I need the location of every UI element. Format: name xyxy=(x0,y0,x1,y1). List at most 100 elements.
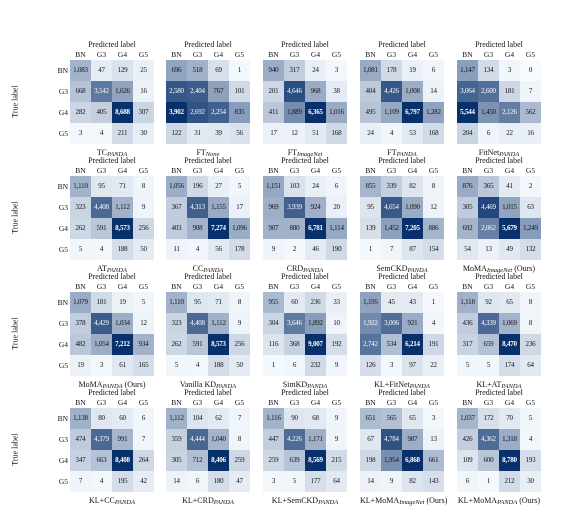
col-label-g5: G5 xyxy=(525,50,536,59)
matrix-cell: 1 xyxy=(229,60,250,81)
matrix-cell: 282 xyxy=(70,102,91,123)
matrix-cell: 7 xyxy=(520,81,541,102)
matrix-cell: 14 xyxy=(360,471,381,492)
matrix-cell: 1,083 xyxy=(70,60,91,81)
matrix-cell: 56 xyxy=(208,239,229,260)
matrix-cell: 482 xyxy=(70,334,91,355)
row-label-bn: BN xyxy=(57,414,68,423)
matrix-cell: 659 xyxy=(478,334,499,355)
matrix-cell: 39 xyxy=(208,123,229,144)
matrix-cell: 64 xyxy=(326,471,347,492)
col-label-g5: G5 xyxy=(331,166,342,175)
matrix-cell: 404 xyxy=(360,81,381,102)
matrix-cell: 6,797 xyxy=(402,102,423,123)
matrix-cell: 62 xyxy=(208,408,229,429)
panel-caption: KL+CCPANDA xyxy=(70,496,154,508)
matrix-cell: 45 xyxy=(381,292,402,313)
caption-method: SimKD xyxy=(282,380,308,389)
matrix-grid: 1,079 181 19 5 378 4,429 1,034 12 482 1,054 7,212 9… xyxy=(70,292,154,376)
matrix-cell: 1,079 xyxy=(70,292,91,313)
row-label-g3: G3 xyxy=(58,203,68,212)
matrix-cell: 6 xyxy=(423,60,444,81)
panel-caption: CRDPANDA xyxy=(263,264,347,276)
caption-dataset: PANDA xyxy=(107,151,128,158)
col-label-g4: G4 xyxy=(504,166,515,175)
matrix-cell: 43 xyxy=(402,292,423,313)
matrix-cell: 46 xyxy=(305,239,326,260)
matrix-cell: 304 xyxy=(263,313,284,334)
caption-method: AT xyxy=(97,264,107,273)
caption-dataset: PANDA xyxy=(102,383,123,390)
predicted-label-title: Predicted label xyxy=(88,156,136,165)
matrix-cell: 264 xyxy=(133,450,154,471)
matrix-cell: 2,580 xyxy=(166,81,187,102)
matrix-cell: 4,313 xyxy=(187,197,208,218)
col-label-bn: BN xyxy=(75,166,86,175)
matrix-cell: 474 xyxy=(70,429,91,450)
col-label-g5: G5 xyxy=(428,166,439,175)
predicted-label-title: Predicted label xyxy=(281,272,329,281)
matrix-cell: 188 xyxy=(112,239,133,260)
predicted-label-title: Predicted label xyxy=(88,388,136,397)
matrix-cell: 82 xyxy=(402,471,423,492)
col-label-g4: G4 xyxy=(213,398,224,407)
matrix-cell: 139 xyxy=(360,218,381,239)
col-label-g4: G4 xyxy=(504,398,515,407)
panel-caption: MoMAPANDA (Ours) xyxy=(70,380,154,392)
col-label-g3: G3 xyxy=(96,398,107,407)
predicted-label-title: Predicted label xyxy=(378,272,426,281)
matrix-cell: 1,040 xyxy=(208,429,229,450)
matrix-cell: 11 xyxy=(166,239,187,260)
predicted-label-title: Predicted label xyxy=(184,272,232,281)
matrix-cell: 323 xyxy=(166,313,187,334)
caption-method: FT xyxy=(196,148,206,157)
col-label-g3: G3 xyxy=(192,50,203,59)
caption-dataset: ImageNet xyxy=(399,499,425,506)
matrix-cell: 178 xyxy=(381,60,402,81)
matrix-cell: 17 xyxy=(263,123,284,144)
caption-dataset: PANDA xyxy=(216,383,237,390)
matrix-cell: 347 xyxy=(70,450,91,471)
matrix-cell: 378 xyxy=(70,313,91,334)
matrix-cell: 403 xyxy=(166,218,187,239)
matrix-cell: 6,781 xyxy=(305,218,326,239)
matrix-cell: 14 xyxy=(423,81,444,102)
matrix-cell: 1,096 xyxy=(229,218,250,239)
matrix-cell: 24 xyxy=(360,123,381,144)
matrix-cell: 97 xyxy=(402,355,423,376)
matrix-cell: 71 xyxy=(112,176,133,197)
caption-dataset: PANDA xyxy=(409,383,430,390)
matrix-cell: 168 xyxy=(423,123,444,144)
col-label-g5: G5 xyxy=(428,50,439,59)
matrix-cell: 4,646 xyxy=(284,81,305,102)
confusion-matrix-17: Predicted label BN G3 G4 G5 1,112 104 62 7 359 4,4… xyxy=(146,388,254,510)
row-label-g4: G4 xyxy=(58,108,68,117)
matrix-grid: 1,112 104 62 7 359 4,444 1,040 8 305 712 8,406 259 1… xyxy=(166,408,250,492)
caption-dataset: PANDA xyxy=(213,499,234,506)
matrix-cell: 1,892 xyxy=(305,313,326,334)
matrix-cell: 4,654 xyxy=(381,197,402,218)
row-label-bn: BN xyxy=(57,66,68,75)
true-label-axis-title: True label xyxy=(10,85,20,118)
matrix-cell: 61 xyxy=(112,355,133,376)
matrix-cell: 192 xyxy=(326,334,347,355)
row-label-g5: G5 xyxy=(58,477,68,486)
panel-caption: KL+ATPANDA xyxy=(457,380,541,392)
matrix-cell: 1,922 xyxy=(360,313,381,334)
matrix-cell: 5 xyxy=(133,292,154,313)
matrix-cell: 212 xyxy=(499,471,520,492)
row-label-g5: G5 xyxy=(58,245,68,254)
matrix-cell: 9,007 xyxy=(305,334,326,355)
col-label-g3: G3 xyxy=(289,282,300,291)
matrix-cell: 367 xyxy=(166,197,187,218)
matrix-cell: 60 xyxy=(112,408,133,429)
matrix-cell: 6 xyxy=(478,123,499,144)
matrix-cell: 14 xyxy=(166,471,187,492)
matrix-grid: 1,056 196 27 5 367 4,313 1,155 17 403 908 7,274 1,0… xyxy=(166,176,250,260)
matrix-cell: 305 xyxy=(166,450,187,471)
row-label-g5: G5 xyxy=(58,129,68,138)
matrix-cell: 6,214 xyxy=(402,334,423,355)
matrix-grid: 876 365 41 2 305 4,469 1,015 63 692 2,062 5,679 1,2… xyxy=(457,176,541,260)
matrix-cell: 4 xyxy=(381,123,402,144)
col-label-bn: BN xyxy=(462,166,473,175)
